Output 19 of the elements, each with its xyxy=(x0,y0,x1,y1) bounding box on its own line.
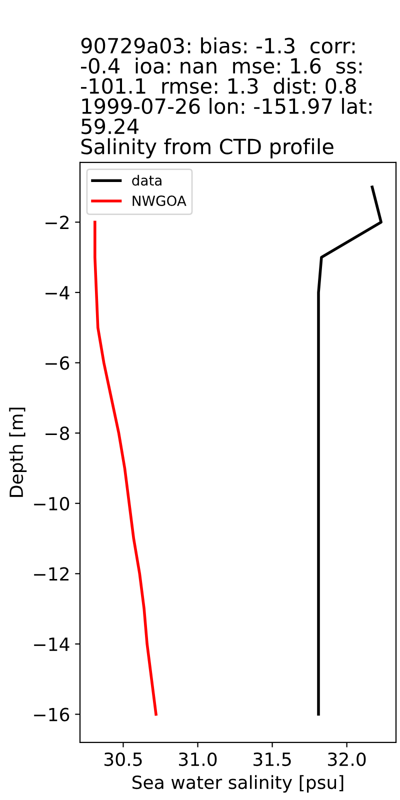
y-tick-label: −14 xyxy=(34,638,70,651)
y-tick-label: −12 xyxy=(34,567,68,581)
y-tick-label: −16 xyxy=(34,708,70,722)
x-tick-label: 31.0 xyxy=(179,752,217,766)
x-tick-label: 32.0 xyxy=(328,752,366,766)
y-tick-label: −8 xyxy=(46,426,70,440)
line-series xyxy=(94,220,158,716)
y-axis-title: Depth [m] xyxy=(9,408,27,497)
line-series xyxy=(317,186,382,716)
x-tick-label: 31.5 xyxy=(254,752,291,766)
chart-title: 90729a03: bias: -1.3 corr: -0.4 ioa: nan mse: 1.6 ss: -101.1 rmse: 1.3 dist: 0.8 1999-07-26 lon: -151.97 lat: 59.24 Salinity from CTD profile xyxy=(81,37,372,158)
legend-label: NWGOA xyxy=(132,196,186,206)
y-tick-label: −2 xyxy=(46,216,68,230)
y-tick-label: −4 xyxy=(46,286,70,300)
legend-label: data xyxy=(132,174,162,186)
x-tick-label: 30.5 xyxy=(104,752,142,766)
y-tick-label: −10 xyxy=(34,496,70,510)
y-tick-label: −6 xyxy=(46,356,70,370)
x-axis-title: Sea water salinity [psu] xyxy=(132,775,344,793)
